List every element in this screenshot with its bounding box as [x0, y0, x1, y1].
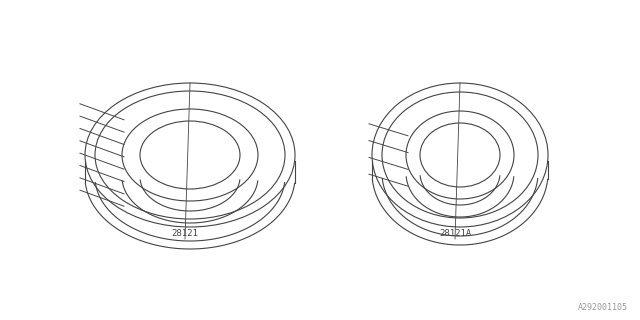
Text: 28121A: 28121A	[439, 229, 471, 238]
Text: A292001105: A292001105	[578, 303, 628, 312]
Text: 28121: 28121	[172, 229, 198, 238]
